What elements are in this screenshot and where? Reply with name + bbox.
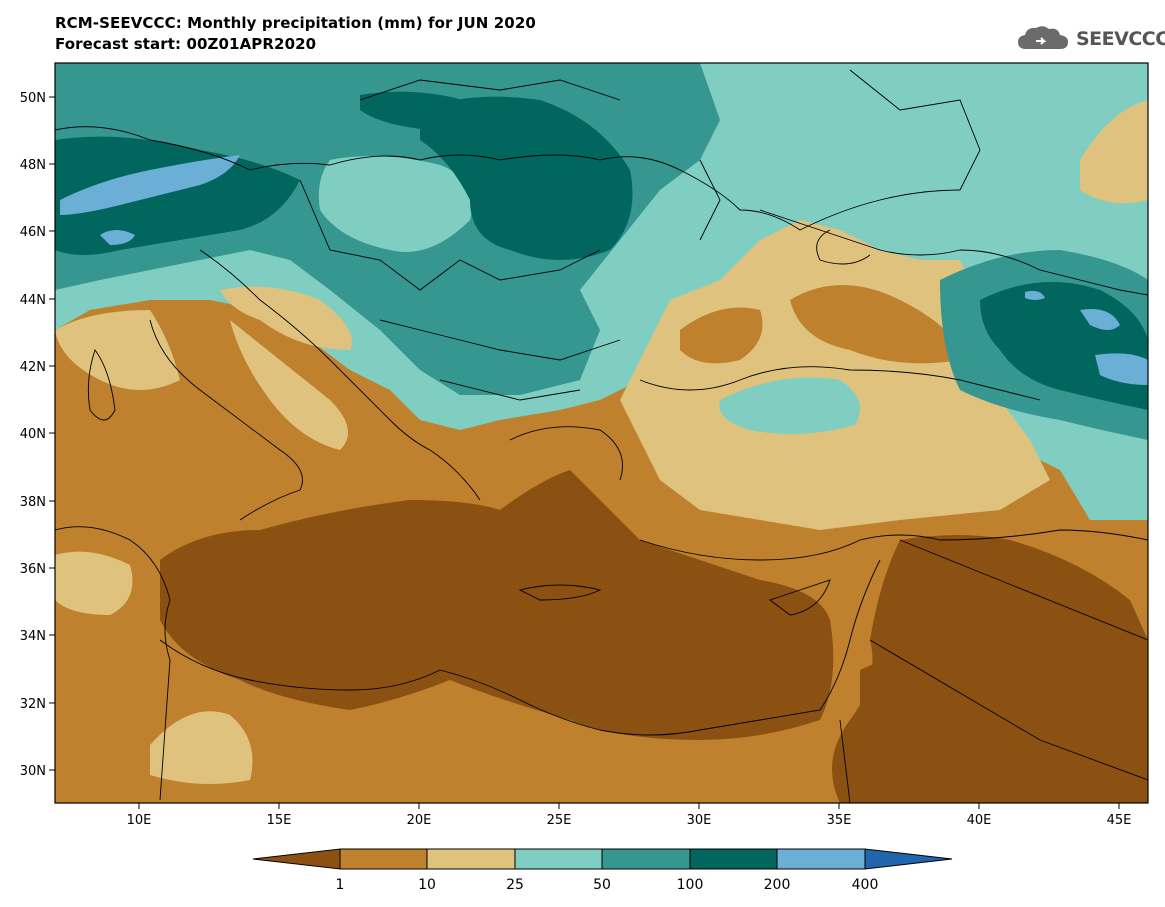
- y-tick-label: 42N: [20, 360, 46, 375]
- x-axis: [138, 803, 1120, 809]
- colorbar-lower-arrow: [252, 848, 341, 870]
- coastlines: [55, 69, 1148, 803]
- colorbar-upper-arrow: [864, 848, 953, 870]
- y-tick-label: 32N: [20, 697, 46, 712]
- x-tick-label: 15E: [267, 813, 292, 828]
- colorbar-label: 200: [764, 877, 791, 893]
- y-axis: [49, 96, 55, 771]
- precipitation-field: [55, 63, 1148, 803]
- seevccc-logo: SEEVCCC: [1016, 24, 1165, 54]
- colorbar-bin: [601, 848, 691, 870]
- y-tick-label: 30N: [20, 764, 46, 779]
- logo-text: SEEVCCC: [1076, 28, 1165, 50]
- map-title: RCM-SEEVCCC: Monthly precipitation (mm) …: [55, 14, 536, 32]
- y-tick-label: 44N: [20, 293, 46, 308]
- colorbar-label: 10: [418, 877, 436, 893]
- colorbar-bin: [776, 848, 866, 870]
- colorbar-label: 100: [677, 877, 704, 893]
- x-tick-label: 35E: [827, 813, 852, 828]
- colorbar-bin: [689, 848, 778, 870]
- x-tick-label: 25E: [547, 813, 572, 828]
- y-tick-label: 46N: [20, 225, 46, 240]
- x-tick-label: 10E: [127, 813, 152, 828]
- y-tick-label: 40N: [20, 427, 46, 442]
- y-tick-label: 34N: [20, 629, 46, 644]
- x-tick-label: 40E: [967, 813, 992, 828]
- x-tick-label: 20E: [407, 813, 432, 828]
- cloud-icon: [1018, 26, 1068, 49]
- x-tick-label: 45E: [1107, 813, 1132, 828]
- colorbar-label: 1: [336, 877, 345, 893]
- colorbar-label: 25: [506, 877, 524, 893]
- forecast-start-label: Forecast start: 00Z01APR2020: [55, 35, 317, 53]
- y-tick-label: 36N: [20, 562, 46, 577]
- colorbar: [252, 848, 953, 870]
- y-tick-label: 38N: [20, 495, 46, 510]
- colorbar-bin: [426, 848, 516, 870]
- colorbar-bin: [514, 848, 603, 870]
- colorbar-bin: [339, 848, 428, 870]
- y-tick-label: 50N: [20, 91, 46, 106]
- y-tick-label: 48N: [20, 158, 46, 173]
- colorbar-label: 50: [593, 877, 611, 893]
- colorbar-label: 400: [852, 877, 879, 893]
- x-tick-label: 30E: [687, 813, 712, 828]
